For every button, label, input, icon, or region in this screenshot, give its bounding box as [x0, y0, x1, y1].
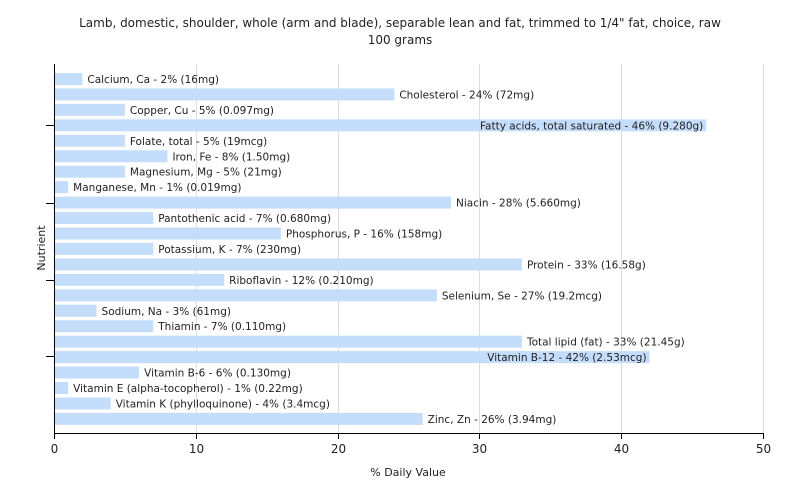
bar-label-5: Iron, Fe - 8% (1.50mg): [172, 151, 290, 163]
bar-1: [55, 88, 395, 101]
bar-4: [55, 134, 125, 147]
bar-8: [55, 196, 452, 209]
bar-label-0: Calcium, Ca - 2% (16mg): [87, 74, 219, 86]
bar-15: [55, 304, 97, 317]
bar-label-7: Manganese, Mn - 1% (0.019mg): [73, 182, 241, 194]
bar-21: [55, 397, 111, 410]
y-axis-title: Nutrient: [35, 225, 48, 271]
bar-label-11: Potassium, K - 7% (230mg): [158, 244, 301, 256]
bar-2: [55, 103, 125, 116]
bar-label-6: Magnesium, Mg - 5% (21mg): [130, 167, 282, 179]
bar-label-16: Thiamin - 7% (0.110mg): [157, 321, 286, 333]
bar-18: [55, 351, 650, 364]
chart-title-line1: Lamb, domestic, shoulder, whole (arm and…: [79, 16, 721, 30]
bar-3: [55, 119, 707, 132]
bar-label-20: Vitamin E (alpha-tocopherol) - 1% (0.22m…: [73, 383, 303, 395]
chart-title-line2: 100 grams: [368, 33, 433, 47]
x-tick-label-4: 40: [614, 442, 629, 456]
bar-7: [55, 181, 69, 194]
bar-label-13: Riboflavin - 12% (0.210mg): [229, 275, 373, 287]
bar-label-9: Pantothenic acid - 7% (0.680mg): [158, 213, 331, 225]
bar-label-8: Niacin - 28% (5.660mg): [456, 198, 581, 210]
bar-5: [55, 150, 168, 163]
bar-12: [55, 258, 522, 271]
bar-20: [55, 382, 69, 394]
bar-label-3: Fatty acids, total saturated - 46% (9.28…: [480, 120, 703, 132]
bar-14: [55, 289, 437, 302]
bar-label-2: Copper, Cu - 5% (0.097mg): [130, 105, 274, 117]
bar-label-22: Zinc, Zn - 26% (3.94mg): [428, 414, 557, 426]
bar-label-1: Cholesterol - 24% (72mg): [399, 89, 534, 101]
bar-6: [55, 165, 125, 178]
x-tick-label-0: 0: [51, 442, 59, 456]
bar-label-21: Vitamin K (phylloquinone) - 4% (3.4mcg): [116, 398, 330, 410]
bar-label-12: Protein - 33% (16.58g): [527, 259, 646, 271]
bar-10: [55, 227, 281, 240]
bar-label-19: Vitamin B-6 - 6% (0.130mg): [144, 368, 291, 380]
bar-label-10: Phosphorus, P - 16% (158mg): [286, 229, 442, 241]
axes: [46, 64, 763, 434]
x-tick-label-3: 30: [472, 442, 487, 456]
bar-label-18: Vitamin B-12 - 42% (2.53mcg): [487, 352, 646, 364]
bar-label-17: Total lipid (fat) - 33% (21.45g): [526, 337, 685, 349]
bar-19: [55, 366, 140, 379]
bar-16: [55, 320, 154, 333]
bar-17: [55, 335, 522, 348]
bars: Calcium, Ca - 2% (16mg) Cholesterol - 24%…: [55, 73, 707, 426]
x-tick-label-1: 10: [189, 442, 204, 456]
bar-0: [55, 73, 83, 85]
bar-label-4: Folate, total - 5% (19mcg): [130, 136, 267, 148]
x-tick-label-5: 50: [756, 442, 771, 456]
x-axis-title: % Daily Value: [370, 466, 446, 479]
bar-9: [55, 212, 154, 225]
bar-13: [55, 273, 225, 286]
bar-11: [55, 242, 154, 255]
bar-label-15: Sodium, Na - 3% (61mg): [102, 306, 231, 318]
x-tick-label-2: 20: [331, 442, 346, 456]
bar-22: [55, 412, 423, 425]
x-ticks: 0 10 20 30 40 50: [51, 433, 771, 456]
bar-label-14: Selenium, Se - 27% (19.2mcg): [442, 290, 602, 302]
